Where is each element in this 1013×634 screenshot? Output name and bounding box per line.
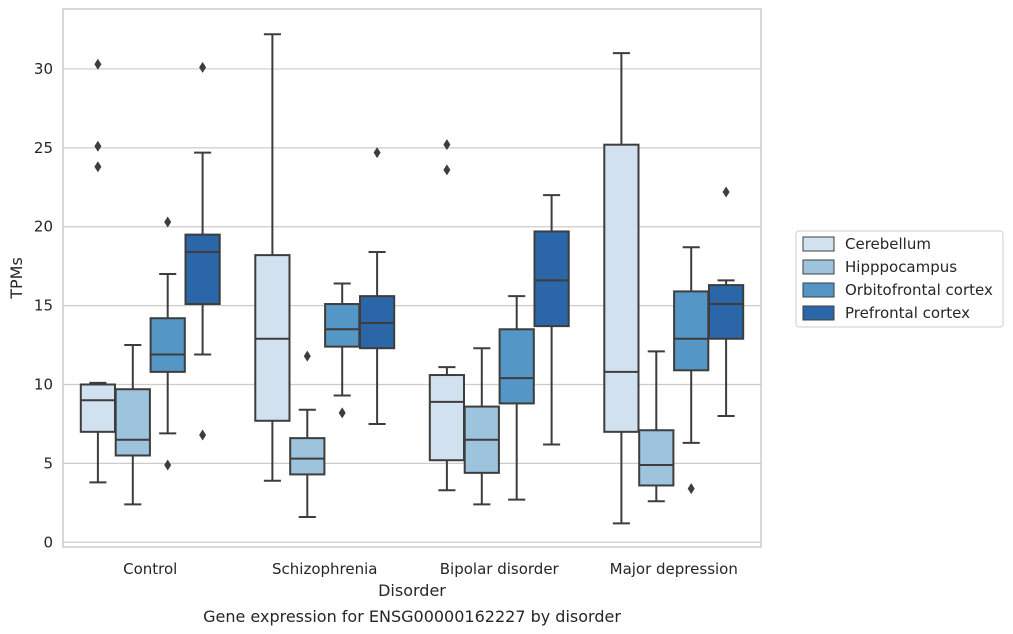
box-iqr xyxy=(114,388,151,457)
x-tick-label: Major depression xyxy=(610,560,738,578)
legend-swatch xyxy=(802,305,835,321)
box-prefrontal-cortex-major-depression xyxy=(707,186,745,418)
box-iqr xyxy=(673,290,710,372)
box-prefrontal-cortex-control xyxy=(184,61,221,441)
box-iqr xyxy=(498,328,535,405)
box-iqr xyxy=(324,303,361,348)
outlier-point xyxy=(199,61,207,73)
chart-caption: Gene expression for ENSG00000162227 by d… xyxy=(203,607,621,626)
boxes xyxy=(79,33,745,525)
outlier-point xyxy=(722,186,730,198)
outlier-point xyxy=(303,350,311,362)
legend-swatch xyxy=(802,282,835,298)
box-iqr xyxy=(79,383,117,433)
outlier-point xyxy=(94,161,102,173)
y-tick-label: 25 xyxy=(34,139,53,157)
box-iqr xyxy=(428,374,466,462)
box-iqr xyxy=(707,284,745,340)
y-tick-label: 15 xyxy=(34,297,53,315)
outlier-point xyxy=(687,483,695,495)
box-iqr xyxy=(638,429,675,487)
box-hipppocampus-bipolar-disorder xyxy=(463,347,500,506)
box-iqr xyxy=(603,143,640,433)
box-hipppocampus-major-depression xyxy=(638,350,675,503)
x-tick-label: Schizophrenia xyxy=(272,560,377,578)
x-tick-labels: Control Schizophrenia Bipolar disorder Majo… xyxy=(123,560,738,578)
y-tick-label: 5 xyxy=(43,454,53,472)
box-orbitofrontal-cortex-control xyxy=(149,216,186,471)
outlier-point xyxy=(443,139,451,151)
box-iqr xyxy=(533,230,570,328)
outlier-point xyxy=(443,164,451,176)
box-hipppocampus-control xyxy=(114,344,151,506)
plot-frame xyxy=(62,8,762,548)
y-tick-labels: 0 5 10 15 20 25 30 xyxy=(34,60,53,551)
legend-swatch xyxy=(802,259,835,275)
x-tick-label: Bipolar disorder xyxy=(440,560,560,578)
legend-frame xyxy=(795,230,1004,328)
legend-label: Prefrontal cortex xyxy=(845,304,970,322)
outlier-point xyxy=(199,429,207,441)
x-axis-label: Disorder xyxy=(378,581,446,600)
box-cerebellum-schizophrenia xyxy=(254,33,291,482)
box-iqr xyxy=(289,437,326,476)
box-prefrontal-cortex-schizophrenia xyxy=(358,147,396,425)
legend-label: Cerebellum xyxy=(845,235,931,253)
box-iqr xyxy=(184,233,221,306)
outlier-point xyxy=(373,147,381,159)
outlier-point xyxy=(338,407,346,419)
legend-label: Hipppocampus xyxy=(845,258,957,276)
box-orbitofrontal-cortex-major-depression xyxy=(673,246,710,495)
outlier-point xyxy=(164,216,172,228)
box-cerebellum-major-depression xyxy=(603,52,640,525)
box-prefrontal-cortex-bipolar-disorder xyxy=(533,194,570,446)
gridlines xyxy=(63,68,761,543)
y-tick-label: 10 xyxy=(34,375,53,393)
legend: Cerebellum Hipppocampus Orbitofrontal cort… xyxy=(795,230,1004,328)
y-tick-label: 30 xyxy=(34,60,53,78)
outlier-point xyxy=(94,58,102,70)
legend-swatch xyxy=(802,236,835,252)
outlier-point xyxy=(164,459,172,471)
outlier-point xyxy=(94,140,102,152)
box-iqr xyxy=(149,317,186,373)
box-hipppocampus-schizophrenia xyxy=(289,350,326,519)
y-axis-label: TPMs xyxy=(7,257,26,300)
y-tick-label: 20 xyxy=(34,218,53,236)
legend-label: Orbitofrontal cortex xyxy=(845,281,993,299)
box-orbitofrontal-cortex-bipolar-disorder xyxy=(498,295,535,501)
y-tick-label: 0 xyxy=(43,533,53,551)
box-orbitofrontal-cortex-schizophrenia xyxy=(324,282,361,419)
x-tick-label: Control xyxy=(123,560,177,578)
